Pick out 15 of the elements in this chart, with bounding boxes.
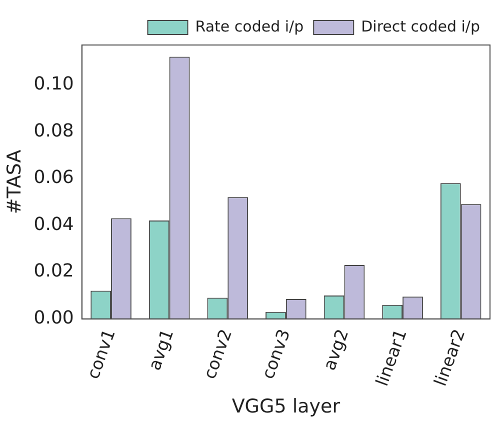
- y-tick-label: 0.08: [34, 120, 74, 142]
- y-tick-label: 0.06: [34, 167, 74, 188]
- x-tick-label: conv1: [84, 326, 120, 382]
- x-axis-title: VGG5 layer: [232, 396, 340, 418]
- y-axis-title: #TASA: [3, 150, 26, 214]
- legend-label: Rate coded i/p: [195, 17, 304, 36]
- y-tick-label: 0.10: [34, 73, 74, 94]
- x-tick-label: avg2: [320, 326, 354, 374]
- x-tick-label: conv3: [258, 326, 295, 382]
- y-tick-label: 0.02: [34, 260, 74, 282]
- legend-label: Direct coded i/p: [361, 17, 480, 36]
- y-tick-label: 0.00: [34, 308, 74, 329]
- x-tick-label: avg1: [145, 326, 178, 374]
- x-tick-label: conv2: [200, 326, 236, 382]
- y-tick-label: 0.04: [34, 214, 74, 235]
